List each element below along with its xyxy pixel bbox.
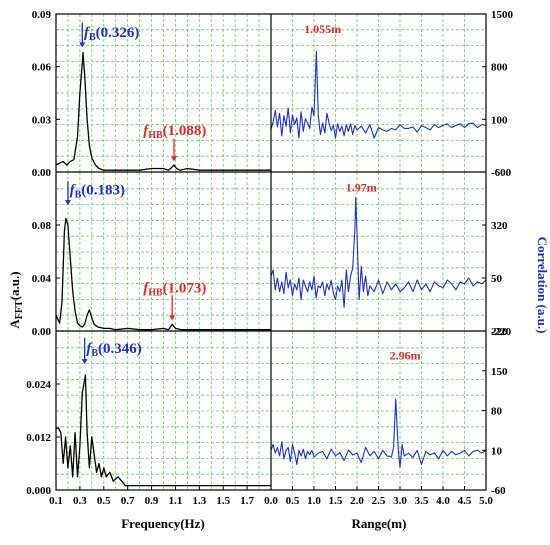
- x-tick-label: 0.5: [286, 495, 300, 507]
- annotation-symbol: f: [143, 123, 150, 139]
- y-tick-label: 220: [491, 326, 508, 338]
- peak-label: 1.97m: [346, 181, 377, 195]
- left-x-axis-label: Frequency(Hz): [121, 516, 205, 531]
- fhb-annotation: fHB(1.088): [143, 123, 206, 141]
- annotation-symbol: f: [84, 25, 91, 41]
- x-tick-label: 4.0: [436, 495, 450, 507]
- annotation-subscript: B: [89, 32, 96, 43]
- y-tick-label: 0.08: [32, 220, 52, 232]
- x-tick-label: 1.0: [307, 495, 321, 507]
- y-tick-label: 0.024: [26, 379, 51, 391]
- x-tick-label: 3.0: [393, 495, 407, 507]
- right-x-axis-label: Range(m): [352, 516, 407, 531]
- x-tick-label: 5.0: [479, 495, 493, 507]
- annotation-symbol: f: [86, 341, 93, 357]
- x-tick-label: 0.0: [264, 495, 278, 507]
- x-tick-label: 0.3: [73, 495, 87, 507]
- y-tick-label: 0.09: [32, 9, 52, 21]
- y-tick-label: 10: [491, 445, 503, 457]
- y-tick-label: 800: [491, 62, 508, 74]
- y-tick-label: -220: [491, 326, 512, 338]
- annotation-layer: fB(0.326)fHB(1.088)fB(0.183)fHB(1.073)fB…: [64, 22, 421, 365]
- fft-series-line: [55, 217, 271, 331]
- y-tick-label: 0.000: [26, 485, 51, 497]
- x-tick-label: 0.7: [121, 495, 135, 507]
- fhb-annotation: fHB(1.073): [143, 281, 206, 299]
- x-tick-label: 1.1: [169, 495, 183, 507]
- correlation-series-line: [270, 196, 487, 308]
- peak-label: 1.055m: [304, 22, 341, 36]
- y-tick-label: -600: [491, 167, 512, 179]
- y-tick-label: 0.012: [26, 432, 51, 444]
- annotation-value: (0.183): [81, 183, 125, 199]
- x-tick-label: 0.9: [145, 495, 159, 507]
- left-y-axis-label-main: A: [7, 319, 22, 329]
- x-tick-label: 2.0: [350, 495, 364, 507]
- x-tick-label: 1.5: [329, 495, 343, 507]
- annotation-subscript: B: [91, 348, 98, 359]
- y-tick-label: 150: [491, 366, 508, 378]
- annotation-symbol: f: [143, 281, 150, 297]
- y-tick-label: 1500: [491, 9, 514, 21]
- annotation-value: (1.088): [163, 123, 207, 139]
- annotation-value: (0.326): [96, 25, 140, 41]
- right-y-axis-label: Correlation (a.u.): [535, 237, 550, 334]
- fb-annotation: fB(0.183): [70, 183, 125, 201]
- annotation-arrow-head: [64, 200, 71, 206]
- y-tick-label: 80: [491, 406, 503, 418]
- x-tick-label: 2.5: [372, 495, 386, 507]
- y-tick-label: 0.06: [32, 62, 52, 74]
- tick-layer: 0.00 0.03 0.06 0.09 0.00 0.04 0.08 0.000 0.012 0.…: [26, 9, 513, 507]
- annotation-arrow-head: [81, 359, 88, 365]
- correlation-series-line: [270, 398, 487, 468]
- annotation-arrow-head: [79, 42, 86, 48]
- left-y-axis-label-unit: (a.u.): [7, 271, 22, 300]
- annotation-value: (1.073): [163, 281, 207, 297]
- left-y-axis-label-sub: FFT: [14, 300, 25, 319]
- y-tick-label: 100: [491, 114, 508, 126]
- x-tick-label: 0.1: [49, 495, 63, 507]
- annotation-symbol: f: [70, 183, 77, 199]
- x-tick-label: 4.5: [458, 495, 472, 507]
- y-tick-label: 320: [491, 220, 508, 232]
- annotation-subscript: HB: [148, 130, 163, 141]
- correlation-series-line: [270, 51, 487, 139]
- fft-series-line: [56, 374, 271, 487]
- fft-series-line: [55, 51, 271, 171]
- annotation-value: (0.346): [98, 341, 142, 357]
- y-tick-label: 0.00: [32, 167, 52, 179]
- x-tick-label: 1.7: [240, 495, 254, 507]
- x-tick-label: 3.5: [415, 495, 429, 507]
- annotation-subscript: B: [75, 190, 82, 201]
- left-y-axis-label: AFFT(a.u.): [7, 271, 25, 328]
- series-layer: [55, 51, 487, 487]
- y-tick-label: 0.00: [32, 326, 52, 338]
- peak-label: 2.96m: [390, 348, 421, 362]
- fb-annotation: fB(0.326): [84, 25, 139, 43]
- y-tick-label: 0.03: [32, 114, 52, 126]
- fb-annotation: fB(0.346): [86, 341, 141, 359]
- x-tick-label: 1.5: [216, 495, 230, 507]
- annotation-arrow-head: [169, 315, 176, 321]
- annotation-arrow-head: [171, 156, 178, 162]
- grid-layer: [56, 14, 486, 490]
- y-tick-label: 0.04: [32, 273, 52, 285]
- y-tick-label: -60: [491, 485, 506, 497]
- x-tick-label: 1.3: [192, 495, 206, 507]
- annotation-subscript: HB: [148, 288, 163, 299]
- x-tick-label: 0.5: [97, 495, 111, 507]
- y-tick-label: 50: [491, 273, 503, 285]
